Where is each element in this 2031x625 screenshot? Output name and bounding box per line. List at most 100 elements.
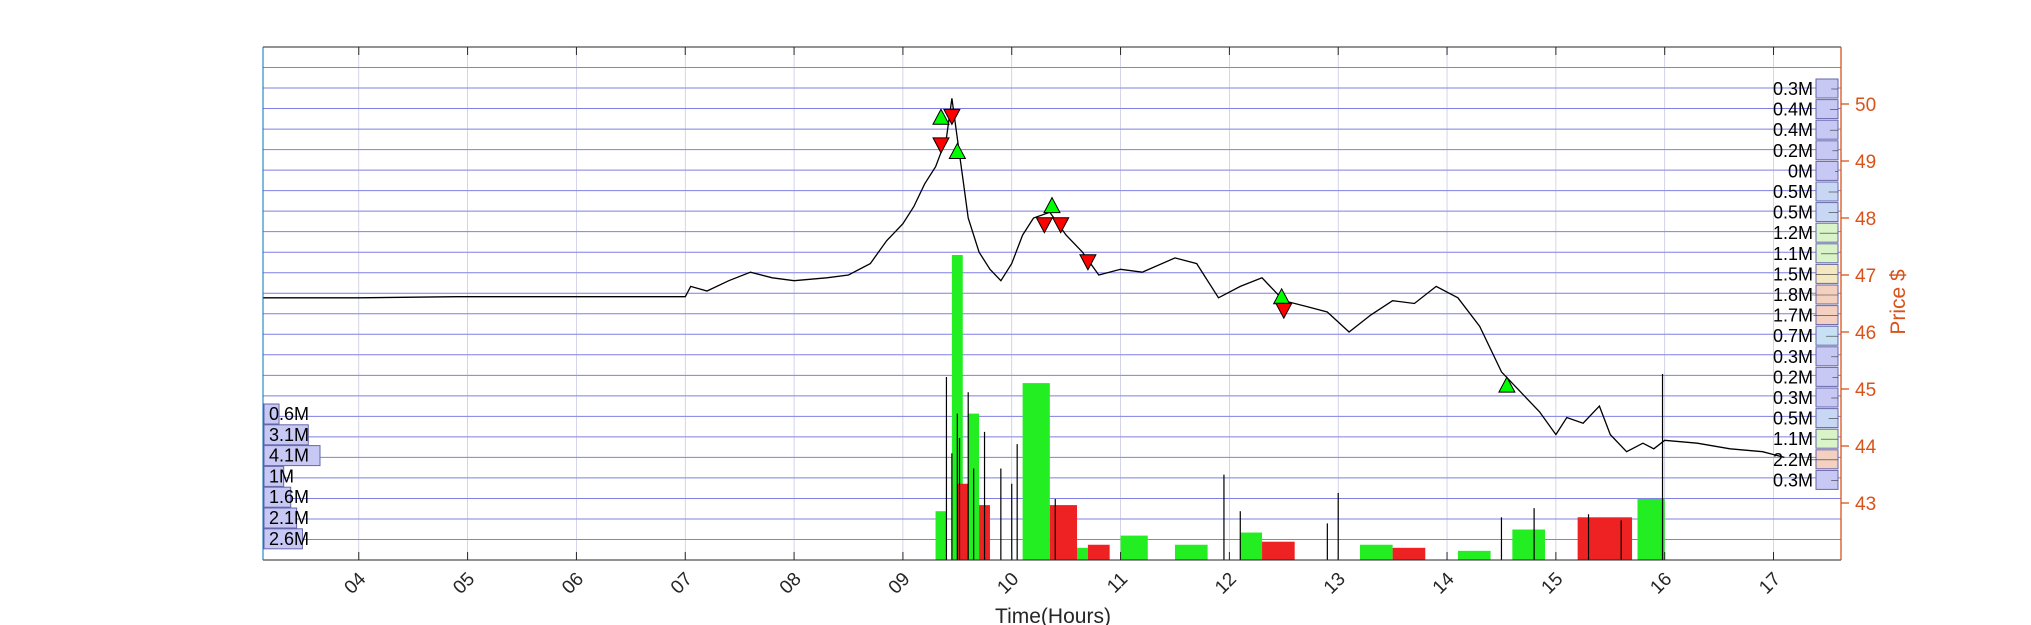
right-profile-label: 1.5M [1773, 264, 1813, 284]
x-tick-label: 04 [341, 568, 371, 598]
plot-area [263, 47, 1841, 560]
right-profile-label: 0.3M [1773, 388, 1813, 408]
left-profile-label: 2.6M [269, 529, 309, 549]
price-tick-label: 43 [1855, 494, 1876, 515]
x-tick-label: 07 [667, 569, 697, 599]
right-profile-label: 0.4M [1773, 100, 1813, 120]
right-profile-label: 0.5M [1773, 182, 1813, 202]
right-profile-bar [1815, 387, 1839, 408]
volume-buy-bar [1637, 499, 1665, 560]
right-profile-label: 0.5M [1773, 409, 1813, 429]
x-tick-label: 06 [558, 569, 588, 599]
left-profile-label: 1.6M [269, 487, 309, 507]
x-tick-label: 12 [1211, 569, 1241, 599]
sell-marker [1079, 254, 1097, 271]
trade-markers [932, 108, 1516, 393]
volume-sell-bar [1577, 517, 1633, 560]
right-profile-label: 0.2M [1773, 141, 1813, 161]
right-profile-label: 0.5M [1773, 203, 1813, 223]
left-profile-bar [263, 445, 321, 467]
price-line [263, 98, 1785, 459]
right-profile-bar [1815, 305, 1839, 326]
volume-buy-bar [1120, 535, 1148, 560]
volume-sell-bar [957, 483, 969, 560]
price-tick-label: 45 [1855, 380, 1876, 401]
left-profile-label: 3.1M [269, 425, 309, 445]
volume-sell-bar [1262, 541, 1295, 560]
right-profile-bar [1815, 469, 1839, 490]
right-profile-bar [1815, 449, 1839, 470]
price-tick-label: 48 [1855, 209, 1876, 230]
right-profile-bar [1815, 160, 1839, 181]
left-profile-label: 1M [269, 466, 294, 486]
volume-buy-bar [1240, 532, 1263, 560]
right-profile-label: 0.4M [1773, 120, 1813, 140]
y-axis-title: Price $ [1887, 269, 1910, 335]
right-profile-bar [1815, 408, 1839, 429]
volume-buy-bar [951, 255, 963, 560]
right-profile-label: 1.1M [1773, 429, 1813, 449]
x-tick-label: 09 [885, 569, 915, 599]
price-tick-label: 46 [1855, 323, 1876, 344]
right-profile-label: 1.7M [1773, 306, 1813, 326]
sell-marker [1035, 217, 1054, 234]
right-profile-bar [1815, 181, 1839, 202]
right-profile-label: 0.2M [1773, 367, 1813, 387]
right-profile-label: 0.7M [1773, 326, 1813, 346]
x-tick-label: 17 [1755, 569, 1785, 599]
volume-sell-bar [1049, 505, 1078, 560]
left-profile-label: 2.1M [269, 508, 309, 528]
volume-buy-bar [1022, 383, 1050, 560]
right-profile-label: 0.3M [1773, 470, 1813, 490]
price-series-line [263, 98, 1785, 459]
right-profile-bar [1815, 119, 1839, 140]
left-profile-bar [263, 528, 303, 550]
x-tick-label: 05 [449, 569, 479, 599]
right-profile-label: 0M [1788, 161, 1813, 181]
x-axis-title: Time(Hours) [995, 605, 1111, 625]
left-profile-bar [263, 507, 298, 529]
volume-buy-bar [1457, 550, 1491, 560]
volume-buy-bar [1174, 544, 1208, 560]
sell-marker [1051, 217, 1070, 234]
left-profile-bar [263, 424, 309, 446]
right-profile-bar [1815, 78, 1839, 99]
grid-lines [263, 47, 1841, 560]
right-profile-label: 1.1M [1773, 244, 1813, 264]
sell-marker [1274, 302, 1293, 320]
right-profile-bar [1815, 325, 1839, 346]
left-profile-label: 0.6M [269, 404, 309, 424]
right-profile-bar [1815, 202, 1839, 223]
right-profile-bar [1815, 243, 1839, 264]
right-profile-bar [1815, 263, 1839, 284]
x-tick-label: 16 [1646, 569, 1676, 599]
right-profile-label: 2.2M [1773, 450, 1813, 470]
left-profile-bar [263, 465, 285, 487]
x-tick-label: 14 [1429, 568, 1459, 598]
volume-buy-bar [935, 511, 947, 560]
sell-marker [932, 137, 950, 154]
volume-sell-bar [1392, 547, 1426, 560]
right-profile-label: 1.8M [1773, 285, 1813, 305]
left-profile-label: 4.1M [269, 446, 309, 466]
right-profile-bar [1815, 99, 1839, 120]
right-profile-bar [1815, 222, 1839, 243]
buy-marker [932, 108, 950, 125]
volume-profiles: 0.3M0.4M0.4M0.2M0M0.5M0.5M1.2M1.1M1.5M1.… [263, 78, 1839, 550]
x-tick-label: 13 [1320, 569, 1350, 599]
left-profile-bar [263, 403, 280, 425]
sell-marker [943, 108, 961, 126]
right-profile-bar [1815, 346, 1839, 367]
right-profile-bar [1815, 428, 1839, 449]
volume-buy-bar [1359, 544, 1393, 560]
right-profile-label: 0.3M [1773, 347, 1813, 367]
volume-sell-bar [1087, 544, 1110, 560]
price-tick-label: 50 [1855, 95, 1876, 116]
x-tick-label: 10 [993, 569, 1023, 599]
buy-marker [1043, 196, 1061, 214]
x-tick-label: 11 [1103, 569, 1132, 598]
price-tick-label: 44 [1855, 437, 1877, 458]
buy-marker [1498, 376, 1516, 393]
right-profile-bar [1815, 284, 1839, 305]
